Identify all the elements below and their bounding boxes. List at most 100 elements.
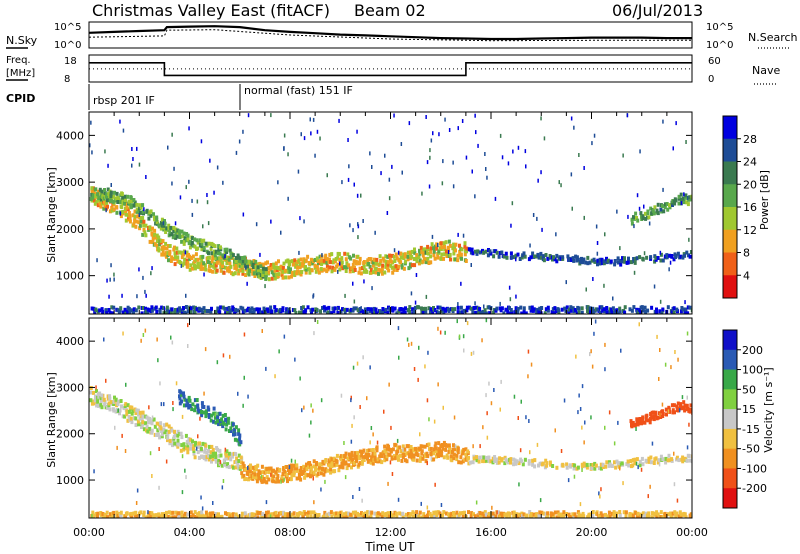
scatter-cell (224, 447, 227, 452)
data-cell (121, 201, 125, 206)
data-cell (225, 449, 229, 454)
data-cell (135, 408, 139, 413)
data-cell (143, 230, 147, 235)
data-cell (198, 441, 201, 446)
data-cell (362, 260, 366, 264)
scatter-cell (658, 462, 661, 467)
data-cell (508, 515, 512, 518)
data-cell (133, 218, 137, 223)
data-cell (186, 309, 190, 314)
data-cell (296, 265, 299, 270)
nsky-plot (88, 25, 692, 42)
data-cell (196, 240, 200, 245)
data-cell (411, 514, 415, 518)
data-cell (120, 192, 124, 197)
data-cell (197, 455, 201, 460)
data-cell (381, 511, 385, 516)
data-cell (369, 513, 373, 518)
data-cell (358, 307, 362, 311)
data-cell (370, 457, 374, 462)
data-cell (531, 462, 535, 467)
scatter-cell (148, 405, 150, 410)
data-cell (201, 441, 205, 446)
data-cell (475, 458, 479, 463)
data-cell (130, 411, 134, 416)
data-cell (157, 235, 161, 240)
data-cell (623, 305, 627, 310)
scatter-cell (486, 175, 488, 180)
scatter-cell (539, 498, 542, 503)
data-cell (191, 254, 195, 259)
data-cell (190, 256, 194, 260)
data-cell (318, 462, 322, 467)
data-cell (602, 307, 606, 312)
scatter-cell (136, 294, 138, 299)
data-cell (180, 239, 184, 244)
colorbar-tick-label: 24 (743, 156, 757, 169)
colorbar-swatch (723, 330, 737, 351)
data-cell (140, 417, 144, 422)
scatter-cell (662, 187, 664, 192)
scatter-cell (457, 232, 459, 237)
data-cell (585, 465, 589, 470)
data-cell (160, 305, 164, 310)
data-cell (360, 511, 363, 516)
data-cell (89, 390, 93, 395)
data-cell (242, 464, 246, 469)
data-cell (509, 460, 513, 465)
data-cell (156, 432, 160, 437)
data-cell (553, 311, 557, 314)
data-cell (142, 513, 146, 517)
data-cell (213, 261, 216, 266)
data-cell (434, 441, 438, 446)
data-cell (89, 197, 93, 201)
data-cell (475, 455, 478, 460)
scatter-cell (456, 319, 458, 324)
cpid-label: CPID (6, 92, 35, 105)
data-cell (184, 305, 188, 309)
data-cell (429, 446, 433, 451)
data-cell (304, 308, 308, 313)
data-cell (599, 466, 603, 471)
data-cell (340, 260, 344, 265)
data-cell (281, 269, 285, 274)
data-cell (543, 311, 547, 314)
scatter-cell (428, 184, 431, 189)
data-cell (390, 513, 394, 518)
data-cell (656, 202, 660, 207)
data-cell (688, 458, 692, 463)
data-cell (393, 259, 397, 263)
data-cell (113, 395, 116, 400)
data-cell (209, 454, 213, 459)
data-cell (654, 255, 658, 260)
data-cell (193, 305, 197, 310)
data-cell (141, 203, 145, 208)
data-cell (666, 207, 670, 212)
data-cell (165, 510, 168, 515)
data-cell (251, 262, 255, 267)
data-cell (173, 441, 177, 446)
data-cell (458, 243, 461, 248)
data-cell (653, 511, 657, 516)
data-cell (188, 267, 192, 272)
colorbar-swatch (723, 252, 737, 276)
data-cell (483, 510, 487, 515)
data-cell (95, 199, 99, 204)
data-cell (369, 257, 373, 262)
data-cell (335, 462, 339, 467)
data-cell (535, 310, 539, 314)
data-cell (427, 261, 431, 265)
data-cell (312, 470, 316, 475)
scatter-cell (165, 459, 168, 464)
data-cell (391, 447, 395, 452)
data-cell (375, 448, 379, 453)
data-cell (174, 308, 177, 312)
data-cell (203, 514, 207, 518)
scatter-cell (122, 128, 125, 133)
data-cell (254, 465, 258, 469)
data-cell (261, 273, 265, 277)
data-cell (481, 309, 485, 314)
scatter-cell (683, 192, 685, 197)
data-cell (630, 217, 634, 222)
data-cell (267, 277, 271, 282)
